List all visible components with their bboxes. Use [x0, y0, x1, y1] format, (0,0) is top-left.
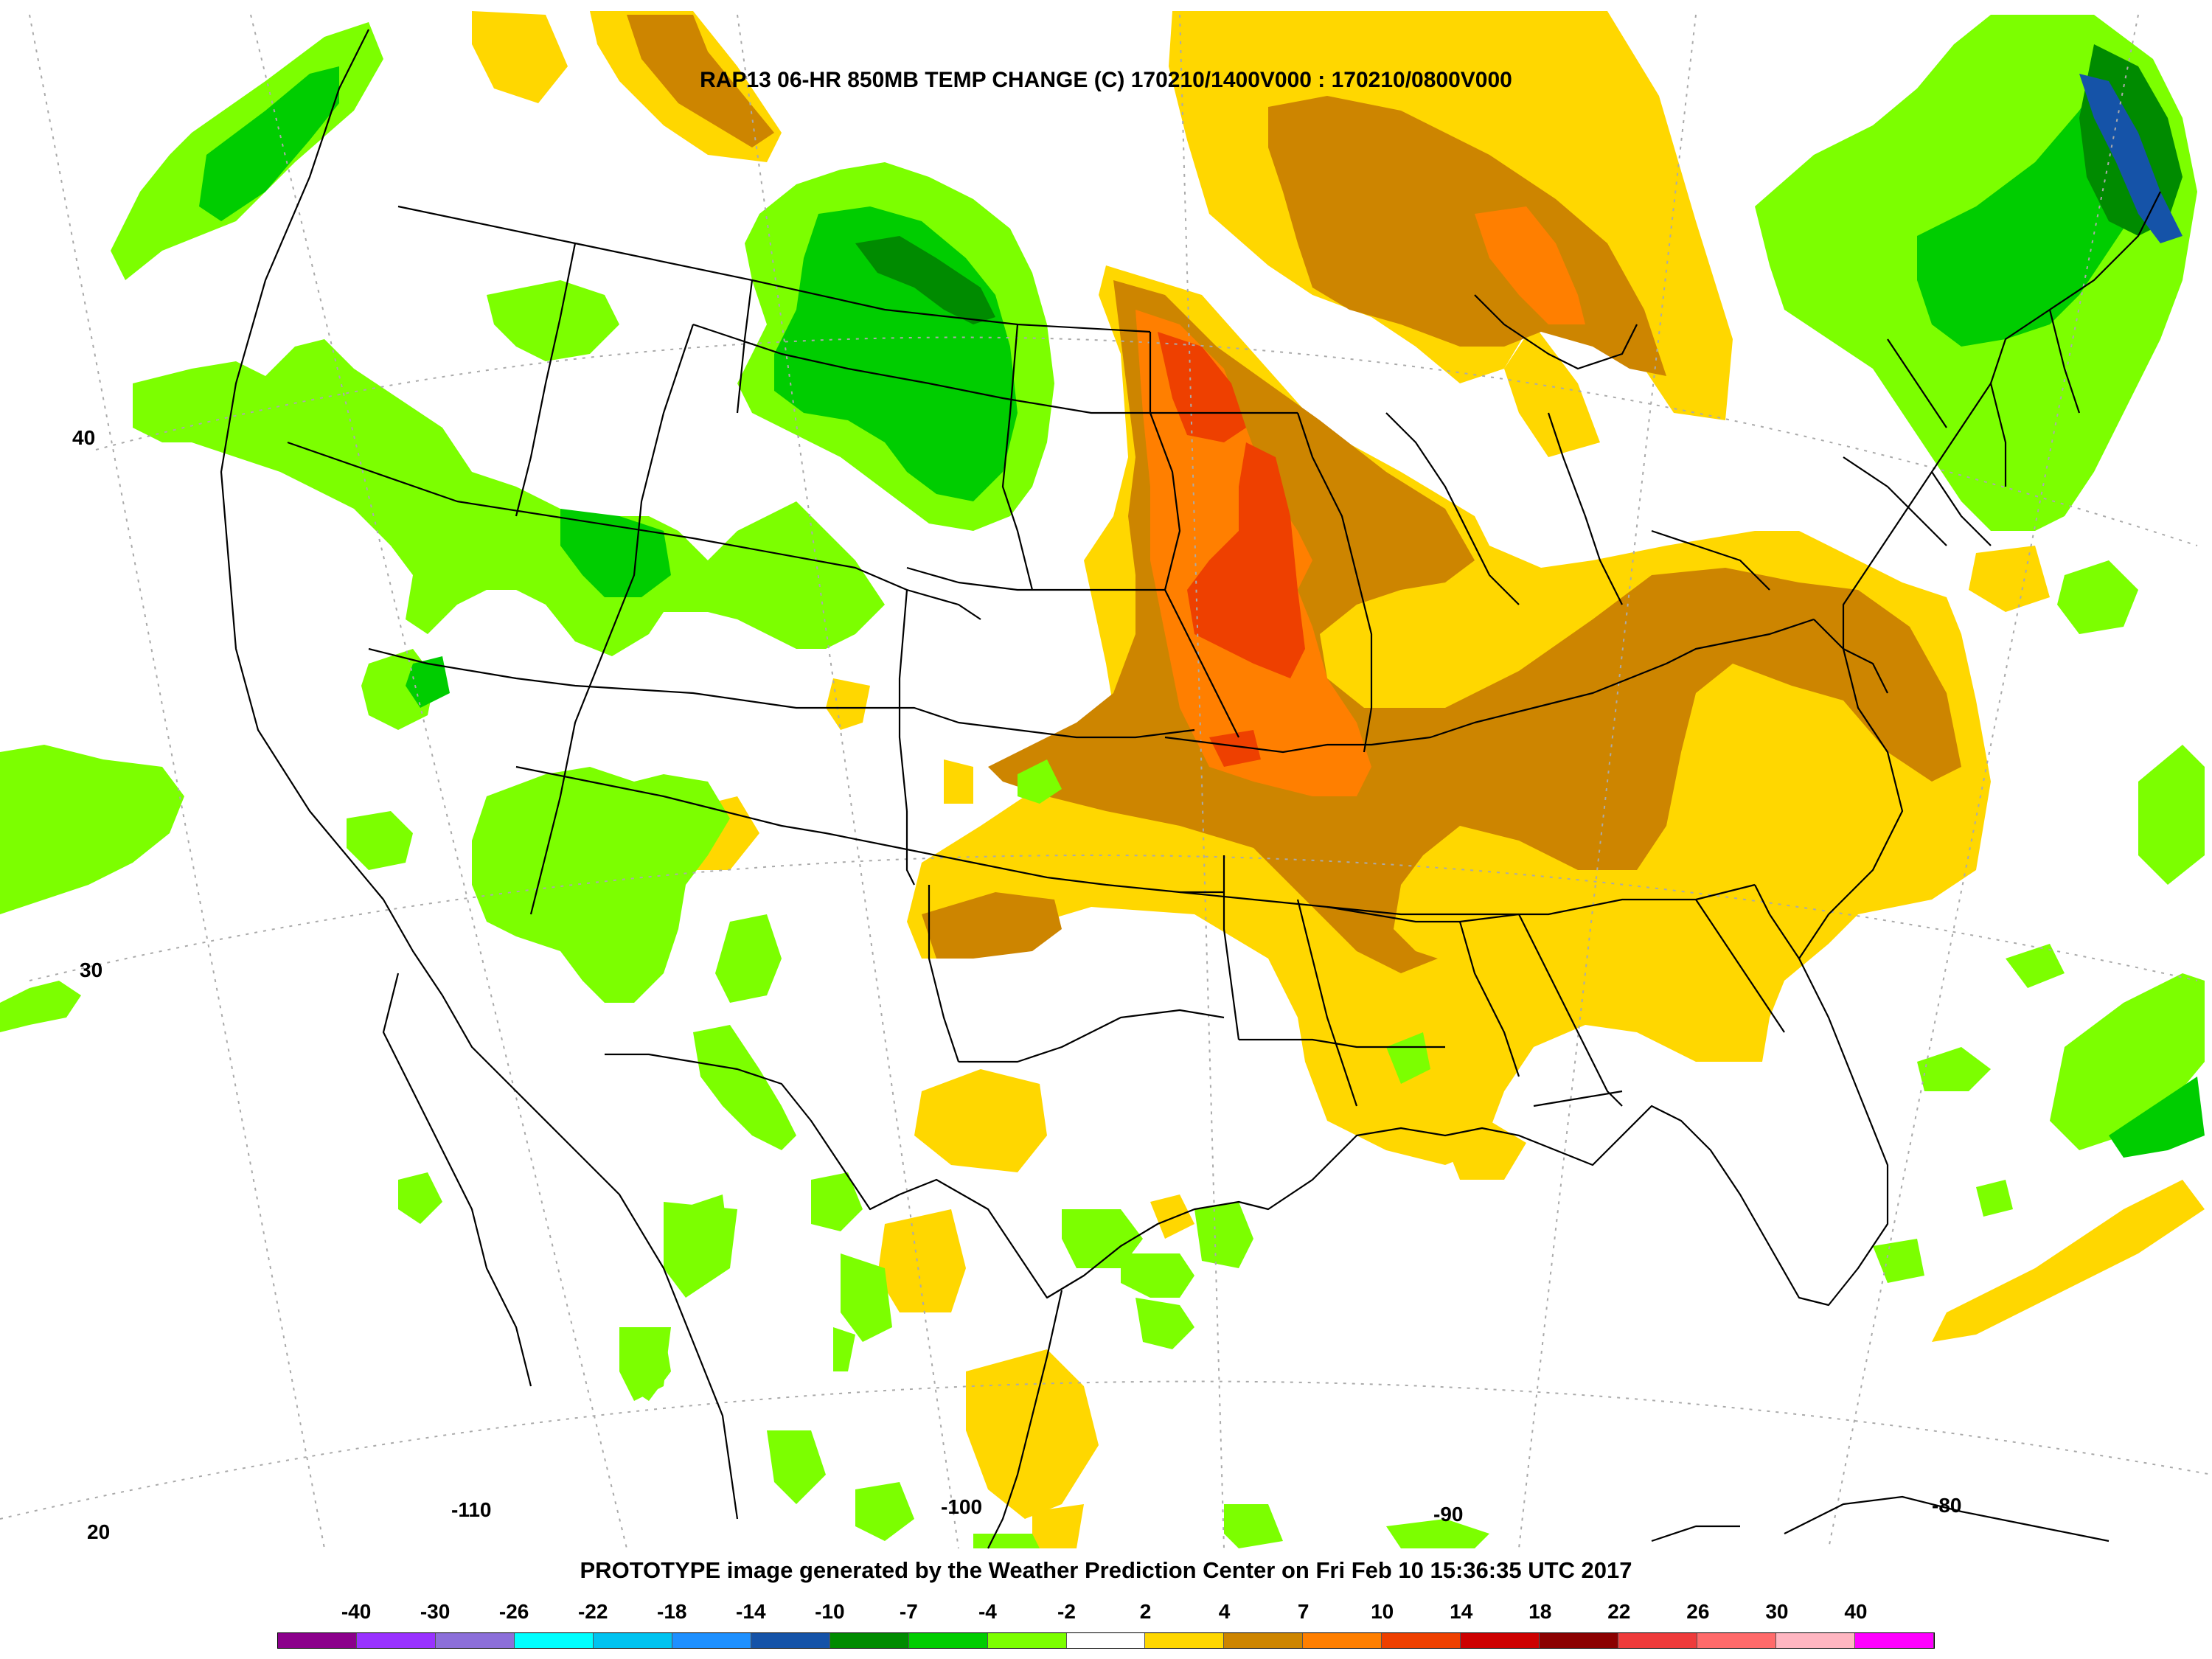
legend-label: 7: [1297, 1600, 1310, 1623]
legend-swatch: [1145, 1633, 1225, 1648]
legend-swatch: [1461, 1633, 1540, 1648]
legend-swatch: [278, 1633, 357, 1648]
latitude-label-20: 20: [87, 1520, 111, 1543]
legend-label: 40: [1844, 1600, 1868, 1623]
legend-swatch: [830, 1633, 909, 1648]
graticule: [0, 14, 2212, 1549]
legend-label: -14: [736, 1600, 766, 1623]
legend-labels: -40 -30 -26 -22 -18 -14 -10 -7 -4 -2 2 4 7 10 14 18 22 26…: [277, 1600, 1935, 1630]
legend-label: -30: [420, 1600, 451, 1623]
latitude-label-40: 40: [72, 426, 96, 449]
longitude-label-minus90: -90: [1433, 1503, 1464, 1526]
legend-swatch: [1303, 1633, 1382, 1648]
legend-label: -18: [657, 1600, 687, 1623]
legend-label: -2: [1057, 1600, 1076, 1623]
legend-swatch: [751, 1633, 830, 1648]
legend-swatch: [1382, 1633, 1461, 1648]
legend-label: 26: [1686, 1600, 1710, 1623]
legend-label: 14: [1450, 1600, 1473, 1623]
longitude-label-minus110: -110: [451, 1498, 492, 1521]
legend-label: 30: [1765, 1600, 1789, 1623]
latitude-label-30: 30: [80, 959, 103, 981]
cool-shading-minus10-minus14: [2079, 74, 2183, 243]
legend-label: -22: [577, 1600, 608, 1623]
legend-swatch: [1776, 1633, 1856, 1648]
legend-swatch: [987, 1633, 1067, 1648]
chart-title: RAP13 06-HR 850MB TEMP CHANGE (C) 170210…: [700, 68, 1512, 92]
legend-swatch: [514, 1633, 594, 1648]
legend-label: -40: [341, 1600, 372, 1623]
legend-swatch: [593, 1633, 672, 1648]
legend-label: -7: [899, 1600, 918, 1623]
legend-swatch: [1066, 1633, 1146, 1648]
warm-shading-14-18: [1158, 332, 1305, 767]
color-legend: -40 -30 -26 -22 -18 -14 -10 -7 -4 -2 2 4 7 10 14 18 22 26…: [277, 1600, 1935, 1652]
legend-label: -26: [498, 1600, 529, 1623]
coastlines-and-boundaries: [220, 29, 2161, 1549]
legend-label: 22: [1607, 1600, 1631, 1623]
legend-swatch: [1697, 1633, 1777, 1648]
legend-swatch: [1224, 1633, 1304, 1648]
legend-label: -4: [978, 1600, 997, 1623]
legend-swatch: [435, 1633, 515, 1648]
credit-line: PROTOTYPE image generated by the Weather…: [580, 1557, 1632, 1583]
legend-swatch: [672, 1633, 751, 1648]
legend-swatch: [1618, 1633, 1698, 1648]
longitude-label-minus80: -80: [1932, 1494, 1962, 1517]
legend-label: 4: [1218, 1600, 1231, 1623]
legend-swatch: [1540, 1633, 1619, 1648]
legend-label: -10: [815, 1600, 845, 1623]
legend-label: 10: [1371, 1600, 1394, 1623]
legend-swatch: [1855, 1633, 1935, 1648]
legend-label: 18: [1528, 1600, 1552, 1623]
legend-swatch: [908, 1633, 988, 1648]
longitude-label-minus100: -100: [941, 1495, 983, 1518]
legend-label: 2: [1139, 1600, 1152, 1623]
legend-color-bar: [277, 1632, 1935, 1649]
legend-swatch: [356, 1633, 436, 1648]
